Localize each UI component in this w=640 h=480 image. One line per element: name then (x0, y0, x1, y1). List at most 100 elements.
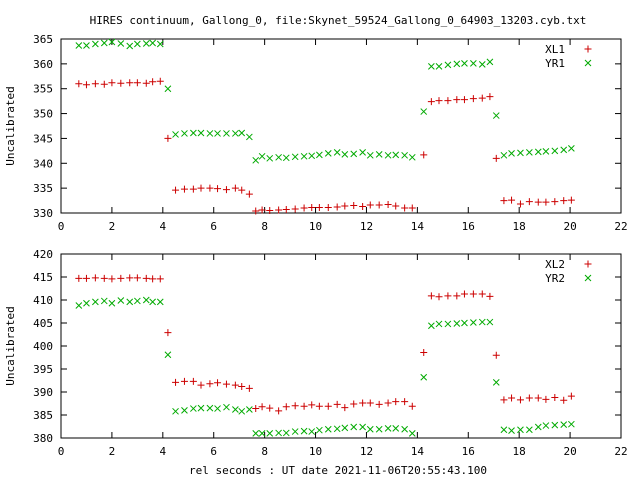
data-point (375, 400, 383, 408)
data-point (470, 60, 477, 67)
data-point (75, 302, 83, 309)
legend-label: YR2 (545, 272, 565, 285)
data-point (238, 186, 246, 194)
data-point (427, 292, 435, 300)
data-point (82, 274, 90, 282)
y-tick-label: 345 (33, 132, 53, 145)
data-point (117, 79, 125, 87)
data-point (206, 184, 214, 192)
x-tick-label: 2 (109, 445, 116, 458)
data-point (156, 40, 164, 48)
y-axis-label: Uncalibrated (4, 306, 17, 385)
data-point (470, 319, 477, 326)
y-tick-label: 395 (33, 363, 53, 376)
series-XL2 (75, 274, 575, 415)
data-point (392, 202, 400, 210)
data-point (408, 153, 416, 161)
y-tick-label: 330 (33, 207, 53, 220)
x-tick-label: 6 (210, 220, 217, 233)
data-point (189, 377, 197, 385)
data-point (172, 186, 180, 194)
x-tick-label: 2 (109, 220, 116, 233)
data-point (100, 80, 108, 88)
data-point (238, 382, 246, 390)
data-point (359, 148, 366, 156)
data-point (568, 420, 575, 428)
data-point (300, 427, 308, 435)
data-point (133, 79, 141, 87)
data-point (75, 274, 83, 282)
data-point (428, 62, 435, 70)
data-point (500, 426, 508, 434)
data-point (315, 204, 323, 212)
data-point (206, 404, 214, 412)
data-point (366, 399, 374, 407)
chart-title: HIRES continuum, Gallong_0, file:Skynet_… (90, 14, 587, 27)
data-point (401, 204, 409, 212)
data-point (525, 394, 533, 402)
data-point (508, 196, 516, 204)
data-point (500, 151, 508, 159)
data-point (197, 129, 205, 137)
y-tick-label: 415 (33, 271, 53, 284)
legend-label: XL2 (545, 258, 565, 271)
data-point (500, 396, 508, 404)
data-point (486, 58, 494, 66)
data-point (542, 198, 550, 206)
legend-marker (584, 274, 592, 282)
legend-marker (584, 45, 592, 53)
data-point (526, 426, 533, 434)
data-point (516, 396, 524, 404)
data-point (492, 378, 500, 386)
data-point (75, 80, 83, 88)
data-point (275, 153, 282, 161)
data-point (486, 318, 494, 326)
x-axis-label: rel seconds : UT date 2021-11-06T20:55:4… (189, 464, 487, 477)
data-point (126, 79, 134, 87)
data-point (333, 148, 341, 156)
data-point (444, 97, 452, 105)
data-point (300, 152, 308, 160)
x-tick-label: 6 (210, 445, 217, 458)
data-point (282, 403, 290, 411)
data-point (282, 206, 290, 214)
data-point (252, 207, 260, 215)
series-YR2 (75, 296, 575, 437)
data-point (444, 292, 452, 300)
legend-marker (584, 59, 592, 67)
data-point (508, 427, 515, 434)
data-point (324, 149, 332, 157)
data-point (308, 204, 316, 212)
data-point (341, 202, 349, 210)
data-point (156, 275, 164, 283)
data-point (324, 402, 332, 410)
data-point (214, 379, 222, 387)
x-tick-label: 20 (563, 220, 576, 233)
data-point (384, 424, 392, 432)
data-point (435, 320, 443, 328)
data-point (324, 204, 332, 212)
x-tick-label: 18 (513, 445, 526, 458)
data-point (542, 395, 550, 403)
y-tick-label: 365 (33, 33, 53, 46)
data-point (333, 203, 341, 211)
data-point (460, 96, 468, 104)
legend-label: YR1 (545, 57, 565, 70)
data-point (117, 40, 125, 47)
data-point (560, 197, 568, 205)
data-point (350, 400, 358, 408)
data-point (238, 129, 246, 137)
data-point (401, 425, 408, 433)
data-point (300, 204, 308, 212)
data-point (428, 322, 435, 330)
data-point (560, 146, 568, 154)
data-point (245, 384, 253, 392)
data-point (551, 421, 559, 429)
data-point (516, 200, 524, 208)
x-tick-label: 16 (462, 220, 475, 233)
data-point (508, 149, 515, 157)
data-point (156, 298, 164, 306)
data-point (375, 201, 383, 209)
data-point (435, 62, 443, 70)
data-point (542, 422, 550, 429)
